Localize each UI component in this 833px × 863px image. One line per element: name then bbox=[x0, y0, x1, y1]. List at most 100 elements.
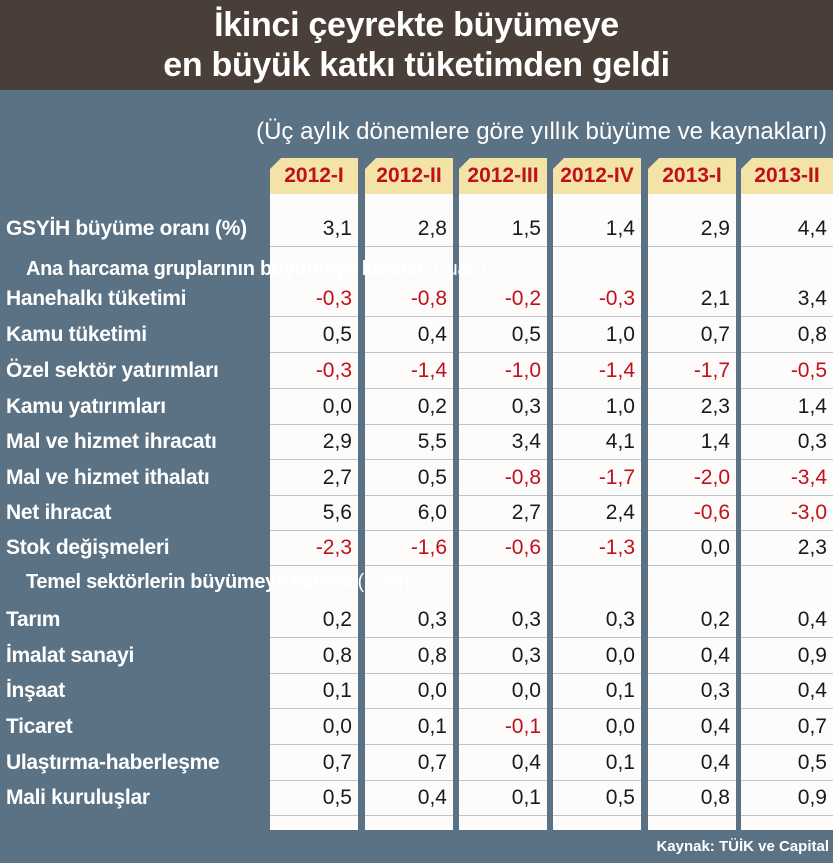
row-divider bbox=[270, 495, 358, 496]
row-divider bbox=[270, 708, 358, 709]
table-cell: -2,3 bbox=[315, 536, 352, 559]
table-cell: 0,4 bbox=[417, 786, 447, 809]
table-cell: 0,7 bbox=[797, 715, 827, 738]
table-cell: -0,3 bbox=[598, 287, 635, 310]
table-cell: 2,7 bbox=[322, 466, 352, 489]
row-divider bbox=[365, 459, 453, 460]
table-cell: 3,1 bbox=[322, 217, 352, 240]
row-divider bbox=[553, 388, 641, 389]
section-heading: Ana harcama gruplarının büyümeye katkısı… bbox=[26, 254, 486, 284]
table-cell: 0,0 bbox=[700, 536, 730, 559]
row-divider bbox=[553, 708, 641, 709]
column-panel bbox=[365, 158, 453, 830]
table-cell: 0,7 bbox=[700, 323, 730, 346]
table-cell: 1,0 bbox=[605, 395, 635, 418]
row-divider bbox=[741, 352, 833, 353]
row-divider bbox=[270, 637, 358, 638]
table-cell: 0,1 bbox=[417, 715, 447, 738]
table-cell: -0,6 bbox=[693, 501, 730, 524]
title-banner: İkinci çeyrekte büyümeye en büyük katkı … bbox=[0, 0, 833, 90]
row-divider bbox=[365, 246, 453, 247]
table-cell: 0,3 bbox=[511, 644, 541, 667]
row-divider bbox=[459, 815, 547, 816]
row-divider bbox=[270, 815, 358, 816]
table-cell: 0,4 bbox=[700, 644, 730, 667]
row-divider bbox=[365, 424, 453, 425]
table-cell: 0,9 bbox=[797, 786, 827, 809]
row-divider bbox=[270, 530, 358, 531]
row-divider bbox=[553, 637, 641, 638]
table-cell: 2,3 bbox=[797, 536, 827, 559]
row-divider bbox=[741, 637, 833, 638]
table-cell: 0,3 bbox=[605, 608, 635, 631]
column-header: 2012-III bbox=[459, 158, 547, 194]
row-divider bbox=[459, 352, 547, 353]
table-cell: 0,1 bbox=[605, 679, 635, 702]
table-cell: 2,4 bbox=[605, 501, 635, 524]
table-cell: -0,6 bbox=[504, 536, 541, 559]
row-divider bbox=[741, 673, 833, 674]
column-header: 2013-I bbox=[648, 158, 736, 194]
table-cell: -1,4 bbox=[598, 359, 635, 382]
table-cell: 0,1 bbox=[322, 679, 352, 702]
subtitle: (Üç aylık dönemlere göre yıllık büyüme v… bbox=[256, 118, 827, 145]
row-divider bbox=[648, 815, 736, 816]
column-panel bbox=[459, 158, 547, 830]
row-divider bbox=[553, 352, 641, 353]
row-divider bbox=[741, 316, 833, 317]
row-divider bbox=[741, 780, 833, 781]
row-divider bbox=[648, 637, 736, 638]
row-divider bbox=[459, 316, 547, 317]
row-divider bbox=[459, 780, 547, 781]
table-cell: -0,5 bbox=[790, 359, 827, 382]
table-cell: 2,9 bbox=[322, 430, 352, 453]
row-divider bbox=[648, 744, 736, 745]
row-divider bbox=[365, 316, 453, 317]
section-unit: (Puan) bbox=[357, 571, 417, 593]
table-cell: 0,0 bbox=[417, 679, 447, 702]
row-label: Tarım bbox=[6, 608, 61, 631]
row-label: Ticaret bbox=[6, 715, 73, 738]
table-cell: -1,7 bbox=[693, 359, 730, 382]
table-cell: 0,0 bbox=[605, 644, 635, 667]
table-cell: 0,7 bbox=[322, 751, 352, 774]
row-divider bbox=[741, 495, 833, 496]
table-cell: 2,1 bbox=[700, 287, 730, 310]
row-divider bbox=[741, 424, 833, 425]
row-divider bbox=[459, 459, 547, 460]
table-cell: 6,0 bbox=[417, 501, 447, 524]
table-cell: 0,4 bbox=[417, 323, 447, 346]
table-cell: 0,4 bbox=[797, 679, 827, 702]
table-cell: 0,3 bbox=[417, 608, 447, 631]
row-divider bbox=[459, 388, 547, 389]
table-cell: 1,0 bbox=[605, 323, 635, 346]
section-label: Temel sektörlerin büyümeye katkısı bbox=[26, 571, 358, 593]
row-label: GSYİH büyüme oranı (%) bbox=[6, 217, 247, 240]
row-divider bbox=[648, 565, 736, 566]
row-divider bbox=[648, 459, 736, 460]
table-cell: 2,8 bbox=[417, 217, 447, 240]
row-divider bbox=[365, 352, 453, 353]
table-cell: -3,0 bbox=[790, 501, 827, 524]
table-cell: 0,3 bbox=[797, 430, 827, 453]
table-cell: 0,5 bbox=[797, 751, 827, 774]
row-divider bbox=[459, 495, 547, 496]
table-cell: -0,3 bbox=[315, 359, 352, 382]
row-divider bbox=[741, 459, 833, 460]
row-label: Net ihracat bbox=[6, 501, 112, 524]
row-label: Özel sektör yatırımları bbox=[6, 359, 219, 382]
table-cell: -0,8 bbox=[504, 466, 541, 489]
column-header: 2013-II bbox=[741, 158, 833, 194]
row-divider bbox=[270, 424, 358, 425]
table-cell: 0,2 bbox=[417, 395, 447, 418]
table-cell: 0,3 bbox=[511, 395, 541, 418]
row-divider bbox=[270, 246, 358, 247]
row-label: Hanehalkı tüketimi bbox=[6, 287, 187, 310]
row-divider bbox=[459, 673, 547, 674]
row-divider bbox=[741, 744, 833, 745]
table-cell: 0,8 bbox=[797, 323, 827, 346]
row-divider bbox=[553, 815, 641, 816]
row-divider bbox=[459, 637, 547, 638]
row-label: Ulaştırma-haberleşme bbox=[6, 751, 220, 774]
row-divider bbox=[553, 459, 641, 460]
